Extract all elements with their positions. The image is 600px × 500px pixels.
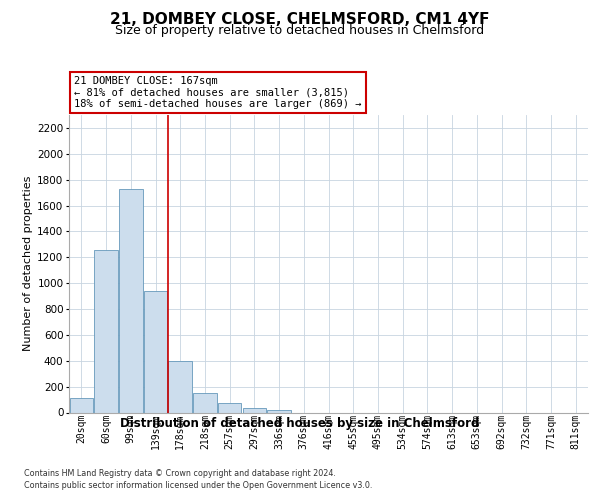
Text: Contains public sector information licensed under the Open Government Licence v3: Contains public sector information licen…: [24, 481, 373, 490]
Bar: [94, 250, 118, 412]
Bar: [70, 398, 93, 412]
Text: 21 DOMBEY CLOSE: 167sqm
← 81% of detached houses are smaller (3,815)
18% of semi: 21 DOMBEY CLOSE: 167sqm ← 81% of detache…: [74, 76, 362, 109]
Bar: [268, 410, 291, 412]
Bar: [218, 403, 241, 412]
Y-axis label: Number of detached properties: Number of detached properties: [23, 176, 33, 352]
Text: Size of property relative to detached houses in Chelmsford: Size of property relative to detached ho…: [115, 24, 485, 37]
Bar: [119, 188, 143, 412]
Bar: [242, 408, 266, 412]
Text: Contains HM Land Registry data © Crown copyright and database right 2024.: Contains HM Land Registry data © Crown c…: [24, 469, 336, 478]
Bar: [193, 394, 217, 412]
Text: 21, DOMBEY CLOSE, CHELMSFORD, CM1 4YF: 21, DOMBEY CLOSE, CHELMSFORD, CM1 4YF: [110, 12, 490, 28]
Bar: [144, 291, 167, 412]
Text: Distribution of detached houses by size in Chelmsford: Distribution of detached houses by size …: [121, 418, 479, 430]
Bar: [169, 361, 192, 412]
